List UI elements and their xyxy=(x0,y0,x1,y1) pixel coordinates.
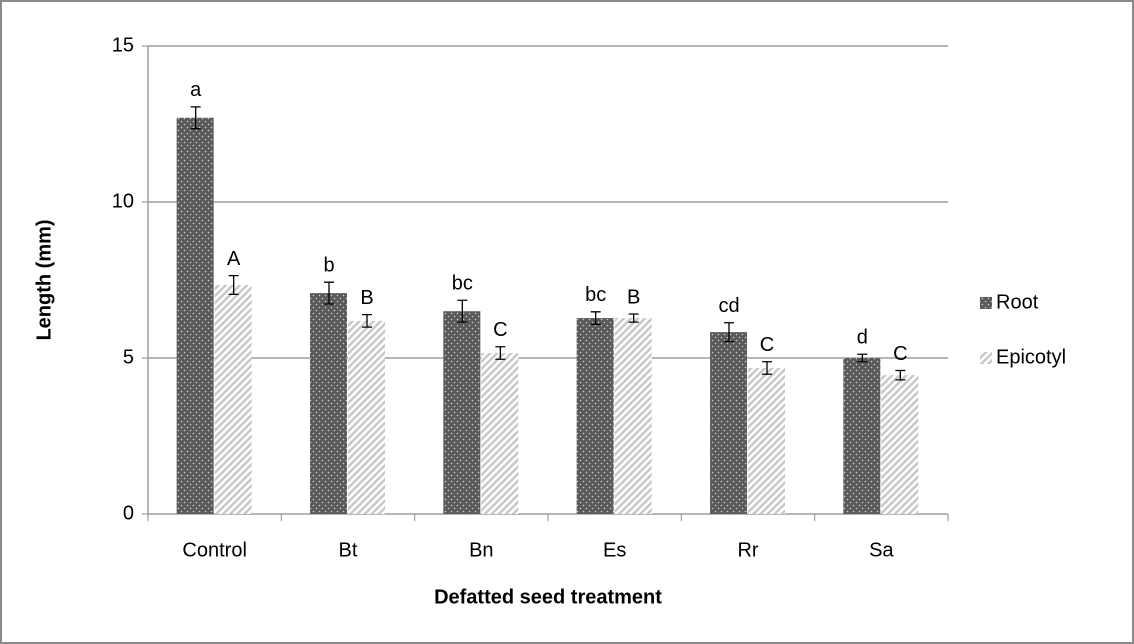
bar xyxy=(614,318,652,514)
significance-letter: b xyxy=(323,254,334,276)
bar xyxy=(576,318,614,514)
x-tick-label: Bn xyxy=(469,539,493,561)
error-bar xyxy=(895,369,906,381)
bar xyxy=(443,311,481,514)
error-bar xyxy=(495,346,506,360)
y-tick-label: 5 xyxy=(123,346,134,368)
x-tick-label: Rr xyxy=(737,539,758,561)
x-axis-label: Defatted seed treatment xyxy=(434,586,662,608)
x-tick-label: Sa xyxy=(869,539,894,561)
significance-letter: A xyxy=(227,248,241,270)
significance-letter: d xyxy=(857,327,868,349)
x-tick-label: Control xyxy=(182,539,246,561)
y-tick-label: 0 xyxy=(123,502,134,524)
bar xyxy=(843,358,881,514)
bar xyxy=(748,367,785,514)
significance-letter: B xyxy=(627,286,640,308)
y-axis-label: Length (mm) xyxy=(33,219,55,340)
significance-letter: a xyxy=(190,79,202,101)
error-bar xyxy=(324,281,334,305)
significance-letter: C xyxy=(760,334,774,356)
bar xyxy=(481,353,519,514)
x-tick-label: Es xyxy=(603,539,626,561)
bar xyxy=(881,375,919,514)
error-bar xyxy=(724,322,734,343)
legend-swatch xyxy=(980,297,992,309)
error-bar xyxy=(190,106,201,130)
x-tick-label: Bt xyxy=(339,539,358,561)
significance-letter: bc xyxy=(585,284,606,306)
error-bar xyxy=(362,313,372,328)
significance-letter: B xyxy=(360,287,373,309)
error-bar xyxy=(457,299,468,323)
legend-label: Root xyxy=(996,291,1039,313)
legend-swatch xyxy=(980,352,992,364)
bar xyxy=(310,293,347,514)
error-bar xyxy=(590,311,601,325)
y-tick-label: 10 xyxy=(112,190,134,212)
bar xyxy=(710,332,747,514)
significance-letter: C xyxy=(493,319,507,341)
bar xyxy=(214,284,252,514)
error-bar xyxy=(628,313,639,323)
bar xyxy=(176,117,214,514)
error-bar xyxy=(857,353,868,363)
significance-letter: C xyxy=(893,343,907,365)
significance-letter: bc xyxy=(452,273,473,295)
error-bar xyxy=(762,361,772,375)
significance-letter: cd xyxy=(718,295,739,317)
error-bar xyxy=(228,274,239,296)
y-tick-label: 15 xyxy=(112,34,134,56)
bar xyxy=(348,320,385,514)
legend-label: Epicotyl xyxy=(996,346,1066,368)
